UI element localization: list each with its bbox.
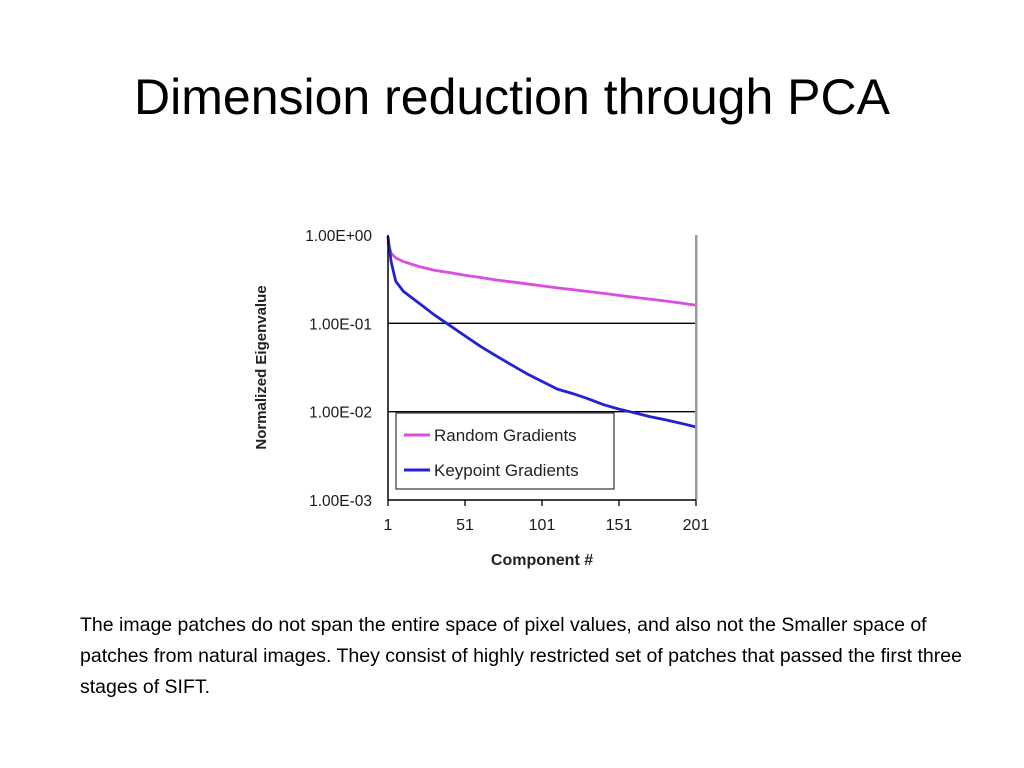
x-tick-labels: 1 51 101 151 201 bbox=[384, 517, 710, 534]
y-tick-label-2: 1.00E-02 bbox=[309, 405, 372, 422]
plot-right-edge bbox=[695, 235, 698, 500]
y-tick-label-3: 1.00E-03 bbox=[309, 493, 372, 510]
slide-title: Dimension reduction through PCA bbox=[134, 69, 890, 125]
series-line-keypoint-gradients bbox=[386, 235, 698, 429]
x-tick-label-2: 101 bbox=[529, 517, 556, 534]
axes bbox=[387, 235, 697, 506]
legend-label-0: Random Gradients bbox=[434, 426, 577, 445]
x-axis-label: Component # bbox=[491, 552, 593, 569]
series-lines bbox=[386, 235, 698, 429]
y-tick-label-1: 1.00E-01 bbox=[309, 316, 372, 333]
x-tick-label-1: 51 bbox=[456, 517, 474, 534]
legend-box bbox=[395, 412, 615, 490]
grid-lines bbox=[388, 322, 696, 413]
x-tick-label-3: 151 bbox=[606, 517, 633, 534]
slide-caption: The image patches do not span the entire… bbox=[80, 614, 962, 698]
series-line-random-gradients bbox=[386, 241, 698, 307]
x-tick-label-0: 1 bbox=[384, 517, 393, 534]
y-tick-labels: 1.00E+00 1.00E-01 1.00E-02 1.00E-03 bbox=[305, 228, 372, 510]
eigenvalue-chart-svg: 1.00E+001.00E-011.00E-021.00E-03 1 51 101 1… bbox=[253, 228, 710, 569]
x-tick-label-4: 201 bbox=[683, 517, 710, 534]
y-axis-label: Normalized Eigenvalue bbox=[253, 285, 270, 449]
y-tick-label-0: 1.00E+00 bbox=[305, 228, 372, 245]
eigenvalue-chart: 1.00E+00 1.00E-01 1.00E-02 1.00E-03 1 51 101 1… bbox=[240, 215, 720, 585]
legend-label-1: Keypoint Gradients bbox=[434, 461, 579, 480]
legend: Random Gradients Keypoint Gradients bbox=[395, 412, 615, 490]
